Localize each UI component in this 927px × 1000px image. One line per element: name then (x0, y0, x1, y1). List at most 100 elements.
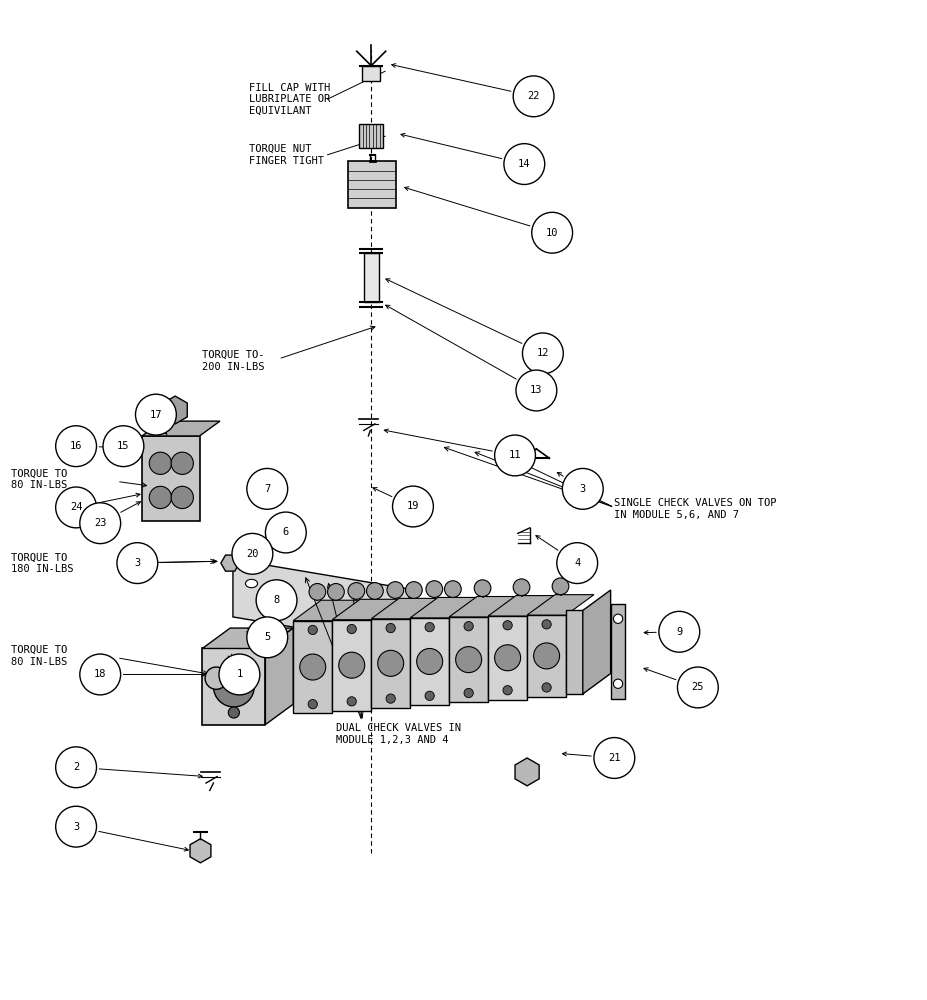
Circle shape (386, 623, 395, 633)
Polygon shape (610, 604, 625, 699)
Circle shape (562, 468, 603, 509)
Circle shape (56, 426, 96, 467)
Polygon shape (582, 590, 610, 694)
Circle shape (56, 747, 96, 788)
Text: 18: 18 (94, 669, 107, 679)
Polygon shape (293, 621, 332, 713)
Polygon shape (202, 628, 293, 648)
Text: 4: 4 (574, 558, 579, 568)
Circle shape (593, 738, 634, 778)
Circle shape (444, 581, 461, 597)
Text: 19: 19 (406, 501, 419, 511)
Circle shape (541, 620, 551, 629)
Text: TORQUE TO
180 IN-LBS: TORQUE TO 180 IN-LBS (11, 552, 73, 574)
Circle shape (309, 584, 325, 600)
FancyBboxPatch shape (359, 124, 383, 148)
Circle shape (205, 667, 227, 689)
Text: FILL CAP WITH
LUBRIPLATE OR
EQUIVILANT: FILL CAP WITH LUBRIPLATE OR EQUIVILANT (248, 83, 330, 116)
Text: 25: 25 (691, 682, 704, 692)
Text: 20: 20 (246, 549, 259, 559)
Circle shape (348, 583, 364, 599)
Circle shape (80, 503, 121, 544)
Circle shape (213, 666, 254, 707)
Circle shape (149, 452, 171, 474)
Text: 24: 24 (70, 502, 83, 512)
Text: 22: 22 (527, 91, 540, 101)
Text: TORQUE TO
80 IN-LBS: TORQUE TO 80 IN-LBS (11, 645, 68, 667)
Polygon shape (514, 758, 539, 786)
Circle shape (425, 581, 442, 597)
Circle shape (377, 650, 403, 676)
Circle shape (522, 333, 563, 374)
Ellipse shape (245, 579, 258, 588)
Circle shape (56, 806, 96, 847)
Text: TORQUE TO-
200 IN-LBS: TORQUE TO- 200 IN-LBS (202, 350, 264, 372)
Circle shape (308, 700, 317, 709)
Circle shape (228, 656, 239, 667)
Circle shape (425, 691, 434, 700)
Circle shape (366, 583, 383, 599)
Circle shape (464, 688, 473, 698)
Circle shape (299, 654, 325, 680)
Circle shape (247, 468, 287, 509)
Polygon shape (488, 616, 527, 700)
Text: 3: 3 (579, 484, 585, 494)
Text: DUAL CHECK VALVES IN
MODULE 1,2,3 AND 4: DUAL CHECK VALVES IN MODULE 1,2,3 AND 4 (336, 723, 461, 745)
Polygon shape (190, 839, 210, 863)
Text: 12: 12 (536, 348, 549, 358)
Text: 9: 9 (676, 627, 681, 637)
Text: 3: 3 (73, 822, 79, 832)
Circle shape (256, 580, 297, 621)
Circle shape (531, 212, 572, 253)
Circle shape (232, 533, 273, 574)
Circle shape (416, 648, 442, 674)
Text: 16: 16 (70, 441, 83, 451)
Text: 1: 1 (236, 669, 242, 679)
Circle shape (308, 625, 317, 635)
Circle shape (455, 647, 481, 673)
Circle shape (135, 394, 176, 435)
Text: 3: 3 (134, 558, 140, 568)
Polygon shape (265, 628, 293, 725)
Circle shape (513, 76, 553, 117)
Polygon shape (163, 396, 187, 424)
Polygon shape (221, 555, 239, 571)
Circle shape (347, 697, 356, 706)
Circle shape (56, 487, 96, 528)
Circle shape (552, 578, 568, 595)
Circle shape (347, 624, 356, 634)
Circle shape (171, 452, 193, 474)
Polygon shape (565, 610, 582, 694)
Circle shape (503, 144, 544, 184)
Circle shape (425, 622, 434, 632)
Polygon shape (527, 615, 565, 697)
Circle shape (494, 435, 535, 476)
Text: 7: 7 (264, 484, 270, 494)
Polygon shape (449, 617, 488, 702)
Text: 14: 14 (517, 159, 530, 169)
Circle shape (219, 654, 260, 695)
Circle shape (658, 611, 699, 652)
Circle shape (502, 686, 512, 695)
Ellipse shape (278, 601, 289, 609)
Polygon shape (527, 595, 593, 615)
Polygon shape (332, 620, 371, 711)
Circle shape (513, 579, 529, 596)
Text: 17: 17 (149, 410, 162, 420)
Text: 8: 8 (273, 595, 279, 605)
Text: 5: 5 (264, 632, 270, 642)
Circle shape (171, 486, 193, 509)
Circle shape (613, 679, 622, 688)
Circle shape (464, 622, 473, 631)
Polygon shape (142, 421, 220, 436)
Circle shape (327, 584, 344, 600)
Ellipse shape (338, 615, 350, 623)
Text: 13: 13 (529, 385, 542, 395)
Text: 11: 11 (508, 450, 521, 460)
Text: 6: 6 (283, 527, 288, 537)
Polygon shape (410, 618, 449, 705)
Circle shape (541, 683, 551, 692)
Circle shape (405, 582, 422, 598)
Circle shape (117, 543, 158, 584)
Circle shape (149, 486, 171, 509)
